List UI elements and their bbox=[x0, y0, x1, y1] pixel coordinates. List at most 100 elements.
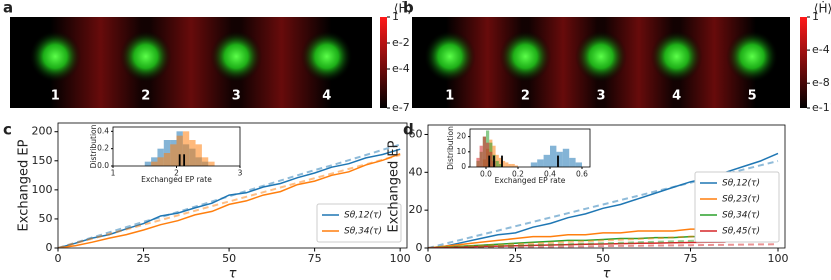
histogram-bar bbox=[208, 161, 215, 166]
histogram-bar bbox=[479, 145, 483, 167]
histogram-bar bbox=[505, 162, 509, 167]
histogram-bar bbox=[182, 131, 190, 166]
particle-label: 1 bbox=[51, 89, 60, 104]
legend-box bbox=[694, 171, 780, 243]
particle bbox=[499, 30, 552, 83]
histogram-bar bbox=[498, 163, 502, 167]
y-tick-label: 200 bbox=[32, 125, 53, 138]
data-line bbox=[428, 228, 726, 248]
colorbar-tick-label: e-2 bbox=[392, 36, 410, 49]
histogram-bar bbox=[556, 151, 563, 167]
x-tick-label: 50 bbox=[596, 252, 610, 265]
x-tick-label: 0.2 bbox=[512, 169, 524, 178]
legend-label: Sθ,45(τ) bbox=[722, 227, 760, 237]
y-axis-label: Exchanged EP bbox=[17, 139, 32, 231]
colorbar-tick-label: 1 bbox=[392, 10, 399, 23]
x-tick-label: 3 bbox=[238, 168, 243, 177]
histogram-bar bbox=[537, 159, 544, 167]
histogram-bar bbox=[502, 160, 506, 167]
y-tick-label: 0 bbox=[416, 241, 423, 254]
histogram-bar bbox=[151, 161, 158, 166]
legend-label: Sθ,23(τ) bbox=[722, 195, 760, 205]
histogram-bar bbox=[195, 144, 202, 166]
reference-line bbox=[58, 154, 401, 248]
histogram-bar bbox=[201, 157, 209, 166]
y-tick-label: 100 bbox=[32, 183, 53, 196]
x-axis-label: τ bbox=[229, 267, 237, 280]
histogram-bar bbox=[550, 145, 557, 167]
particle-label: 5 bbox=[748, 89, 757, 104]
image-panel bbox=[412, 17, 790, 108]
histogram-bar bbox=[498, 157, 502, 167]
y-tick-label: 0.2 bbox=[97, 144, 109, 153]
particle bbox=[575, 30, 627, 83]
colorbar-tick-label: e-4 bbox=[392, 62, 410, 75]
histogram-bar bbox=[530, 162, 538, 167]
x-tick-label: 1 bbox=[111, 168, 116, 177]
data-line bbox=[58, 153, 401, 248]
particle-label: 3 bbox=[232, 89, 241, 104]
legend-label: Sθ,34(τ) bbox=[344, 227, 382, 237]
colorbar-tick-label: e-4 bbox=[812, 43, 830, 56]
x-axis-label: τ bbox=[603, 267, 611, 280]
particle bbox=[119, 30, 172, 83]
colorbar-title: ⟨Ḣ⟩ bbox=[394, 1, 412, 16]
x-tick-label: 25 bbox=[137, 252, 151, 265]
particle bbox=[300, 30, 353, 83]
particle bbox=[423, 30, 476, 83]
data-line bbox=[428, 235, 726, 248]
legend-label: Sθ,12(τ) bbox=[722, 179, 760, 189]
histogram-bar bbox=[514, 165, 518, 167]
y-tick-label: 0.0 bbox=[97, 161, 109, 170]
colorbar-title: ⟨Ḣ⟩ bbox=[814, 1, 831, 16]
x-tick-label: 100 bbox=[768, 252, 789, 265]
y-tick-label: 20 bbox=[409, 203, 423, 216]
particle-label: 2 bbox=[141, 89, 150, 104]
x-tick-label: 0 bbox=[425, 252, 432, 265]
reference-line bbox=[428, 243, 779, 248]
image-panel bbox=[10, 17, 372, 108]
y-tick-label: 0 bbox=[46, 241, 53, 254]
x-tick-label: 75 bbox=[308, 252, 322, 265]
data-line bbox=[428, 241, 726, 248]
histogram-bar bbox=[189, 140, 196, 166]
x-tick-label: 0.4 bbox=[544, 169, 556, 178]
colorbar-tick-label: e-8 bbox=[812, 76, 830, 89]
histogram-bar bbox=[495, 160, 499, 167]
panel-letter: a bbox=[3, 0, 13, 17]
axes-frame bbox=[57, 122, 408, 249]
y-tick-label: 0 bbox=[461, 162, 466, 171]
particle bbox=[650, 30, 703, 83]
inset-y-label: Distribution bbox=[89, 124, 98, 168]
y-tick-label: 60 bbox=[409, 127, 423, 140]
histogram-bar bbox=[482, 136, 486, 167]
particle-label: 1 bbox=[445, 89, 454, 104]
inset-frame bbox=[469, 128, 591, 168]
histogram-bar bbox=[144, 161, 152, 166]
histogram-bar bbox=[575, 162, 582, 167]
particle bbox=[726, 30, 779, 83]
x-tick-label: 0 bbox=[55, 252, 62, 265]
histogram-bar bbox=[170, 144, 177, 166]
particle bbox=[210, 30, 263, 83]
histogram-bar bbox=[562, 148, 570, 167]
x-tick-label: 25 bbox=[509, 252, 523, 265]
y-axis-label: Exchanged EP bbox=[387, 140, 402, 232]
x-tick-label: 2 bbox=[174, 168, 179, 177]
y-tick-label: 0.4 bbox=[97, 126, 109, 135]
particle bbox=[29, 30, 82, 83]
histogram-bar bbox=[543, 154, 550, 167]
histogram-bar bbox=[489, 151, 493, 167]
data-line bbox=[58, 148, 401, 248]
colorbar bbox=[800, 17, 807, 108]
panel-letter: d bbox=[403, 121, 414, 139]
colorbar bbox=[380, 17, 387, 108]
y-tick-label: 50 bbox=[39, 212, 53, 225]
particle-label: 3 bbox=[596, 89, 605, 104]
histogram-bar bbox=[508, 163, 512, 167]
legend-label: Sθ,12(τ) bbox=[344, 211, 382, 221]
histogram-bar bbox=[476, 157, 480, 167]
y-tick-label: 20 bbox=[456, 132, 466, 141]
histogram-bar bbox=[151, 157, 158, 166]
